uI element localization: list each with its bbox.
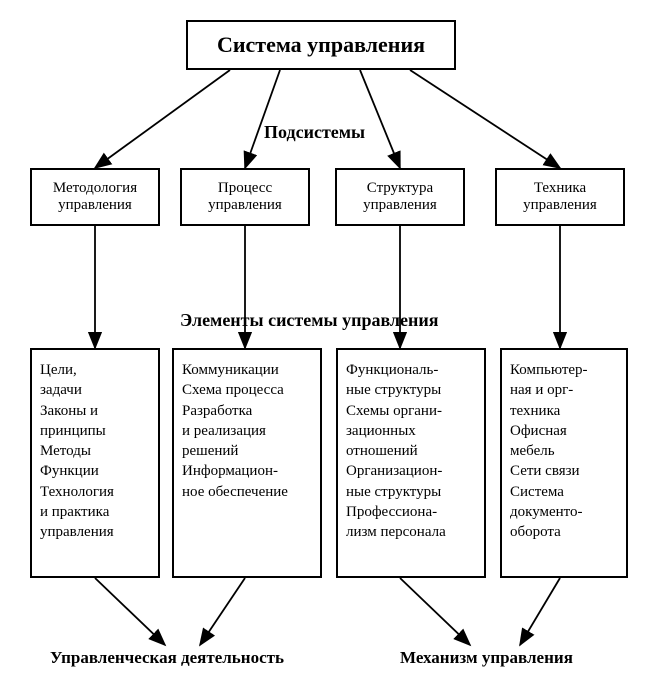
connector-arrow	[400, 578, 470, 645]
element-node-text: Компьютер-ная и орг-техникаОфиснаямебель…	[510, 362, 588, 540]
connector-arrow	[245, 70, 280, 168]
section-label-elements: Элементы системы управления	[180, 310, 439, 331]
element-node-text: Цели,задачиЗаконы ипринципыМетодыФункции…	[40, 362, 114, 540]
bottom-label-mechanism: Механизм управления	[400, 648, 573, 668]
element-node-text: Функциональ-ные структурыСхемы органи-за…	[346, 362, 446, 540]
connector-arrow	[200, 578, 245, 645]
element-node: Функциональ-ные структурыСхемы органи-за…	[336, 348, 486, 578]
connector-arrow	[360, 70, 400, 168]
root-node-text: Система управления	[217, 32, 425, 58]
subsystem-node-text: Техника управления	[501, 180, 619, 214]
connector-arrow	[95, 578, 165, 645]
subsystem-node-text: Методология управления	[36, 180, 154, 214]
element-node: КоммуникацииСхема процессаРазработкаи ре…	[172, 348, 322, 578]
bottom-label-activity: Управленческая деятельность	[50, 648, 284, 668]
subsystem-node: Процесс управления	[180, 168, 310, 226]
root-node: Система управления	[186, 20, 456, 70]
connector-arrow	[95, 70, 230, 168]
element-node: Компьютер-ная и орг-техникаОфиснаямебель…	[500, 348, 628, 578]
element-node: Цели,задачиЗаконы ипринципыМетодыФункции…	[30, 348, 160, 578]
subsystem-node-text: Структура управления	[341, 180, 459, 214]
subsystem-node: Структура управления	[335, 168, 465, 226]
subsystem-node: Техника управления	[495, 168, 625, 226]
subsystem-node: Методология управления	[30, 168, 160, 226]
connector-arrow	[520, 578, 560, 645]
subsystem-node-text: Процесс управления	[186, 180, 304, 214]
section-label-subsystems: Подсистемы	[264, 122, 365, 143]
connector-arrow	[410, 70, 560, 168]
element-node-text: КоммуникацииСхема процессаРазработкаи ре…	[182, 362, 288, 500]
connector-layer	[0, 0, 659, 690]
